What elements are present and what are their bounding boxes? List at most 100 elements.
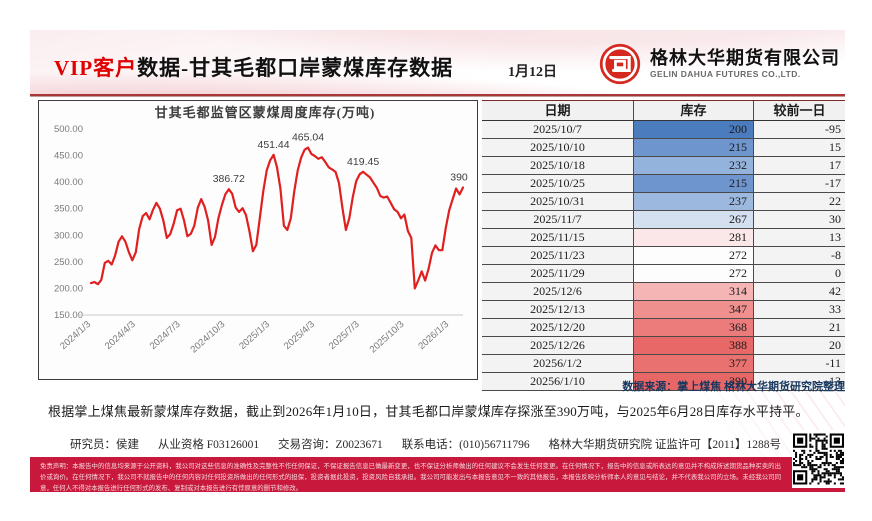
data-label: 465.04 <box>292 132 324 144</box>
cell-inventory: 215 <box>634 139 754 156</box>
cell-inventory: 390 <box>634 373 754 390</box>
cell-diff: 20 <box>754 337 845 354</box>
cell-date: 2025/11/15 <box>482 229 634 246</box>
x-axis-tick: 2025/4/3 <box>282 319 317 352</box>
title-rest: 数据-甘其毛都口岸蒙煤库存数据 <box>137 56 454 80</box>
cell-date: 2025/10/25 <box>482 175 634 192</box>
table-body: 2025/10/7 200 -95 2025/10/10 215 15 2025/10/18… <box>482 121 845 391</box>
cell-inventory: 281 <box>634 229 754 246</box>
y-axis-tick: 500.00 <box>54 124 83 135</box>
table-row: 2025/12/20 368 21 <box>482 319 845 337</box>
cell-inventory: 368 <box>634 319 754 336</box>
page-title: VIP客户数据-甘其毛都口岸蒙煤库存数据 <box>54 52 453 82</box>
cell-date: 20256/1/10 <box>482 373 634 390</box>
cell-inventory: 272 <box>634 265 754 282</box>
cell-diff: 17 <box>754 157 845 174</box>
cell-date: 2025/12/26 <box>482 337 634 354</box>
table-row: 2025/10/7 200 -95 <box>482 121 845 139</box>
cell-date: 2025/10/18 <box>482 157 634 174</box>
company-logo-icon <box>599 43 641 85</box>
table-header-inventory: 库存 <box>634 101 754 120</box>
company-name-block: 格林大华期货有限公司 GELIN DAHUA FUTURES CO.,LTD. <box>650 48 840 79</box>
table-row: 20256/1/10 390 13 <box>482 373 845 391</box>
table-row: 2025/12/13 347 33 <box>482 301 845 319</box>
cell-diff: -11 <box>754 355 845 372</box>
table-row: 2025/12/6 314 42 <box>482 283 845 301</box>
cell-diff: -95 <box>754 121 845 138</box>
phone: 联系电话：(010)56711796 <box>401 439 530 451</box>
cell-diff: -8 <box>754 247 845 264</box>
table-row: 2025/10/31 237 22 <box>482 193 845 211</box>
table-row: 20256/1/2 377 -11 <box>482 355 845 373</box>
x-axis-tick: 2024/7/3 <box>148 319 183 352</box>
footer-info: 研究员：侯建 从业资格 F03126001 交易咨询：Z0023671 联系电话… <box>70 436 790 452</box>
cell-date: 2025/11/29 <box>482 265 634 282</box>
cell-diff: 0 <box>754 265 845 282</box>
company-name-cn: 格林大华期货有限公司 <box>650 48 840 69</box>
cell-diff: 30 <box>754 211 845 228</box>
data-label: 386.72 <box>213 173 245 185</box>
title-highlight: VIP客户 <box>54 56 138 80</box>
inventory-table: 日期 库存 较前一日 2025/10/7 200 -95 2025/10/10 215 1… <box>482 100 845 391</box>
chart-title: 甘其毛都监管区蒙煤周度库存(万吨) <box>155 105 376 120</box>
table-row: 2025/11/7 267 30 <box>482 211 845 229</box>
table-row: 2025/10/18 232 17 <box>482 157 845 175</box>
header-divider <box>30 94 845 96</box>
report-slide: VIP客户数据-甘其毛都口岸蒙煤库存数据 1月12日 格林大华期货有限公司 GE… <box>30 30 845 492</box>
x-axis-tick: 2025/10/3 <box>368 319 407 355</box>
data-source-note: 数据来源：掌上煤焦 格林大华期货研究院整理 <box>622 381 845 393</box>
data-label: 419.45 <box>347 156 379 168</box>
table-row: 2025/11/29 272 0 <box>482 265 845 283</box>
summary-text: 根据掌上煤焦最新蒙煤库存数据，截止到2026年1月10日，甘其毛都口岸蒙煤库存探… <box>48 404 809 419</box>
cell-diff: 33 <box>754 301 845 318</box>
cell-diff: 13 <box>754 229 845 246</box>
inventory-line-chart: 甘其毛都监管区蒙煤周度库存(万吨) 500.00 450.00 400.00 350.0… <box>38 100 478 380</box>
institute-license: 格林大华期货研究院 证监许可【2011】1288号 <box>548 439 781 451</box>
cell-inventory: 388 <box>634 337 754 354</box>
table-header-date: 日期 <box>482 101 634 120</box>
cell-date: 2025/12/13 <box>482 301 634 318</box>
cell-inventory: 272 <box>634 247 754 264</box>
y-axis-tick: 200.00 <box>54 283 83 294</box>
cell-diff: 21 <box>754 319 845 336</box>
y-axis-tick: 400.00 <box>54 177 83 188</box>
cell-inventory: 314 <box>634 283 754 300</box>
consulting: 交易咨询：Z0023671 <box>278 439 383 451</box>
report-date: 1月12日 <box>508 65 557 80</box>
qr-code <box>792 430 845 488</box>
cell-diff: 42 <box>754 283 845 300</box>
company-name-en: GELIN DAHUA FUTURES CO.,LTD. <box>650 68 801 79</box>
cell-inventory: 237 <box>634 193 754 210</box>
y-axis-tick: 150.00 <box>54 310 83 321</box>
cell-date: 2025/10/10 <box>482 139 634 156</box>
table-row: 2025/11/15 281 13 <box>482 229 845 247</box>
table-header-row: 日期 库存 较前一日 <box>482 100 845 121</box>
cell-inventory: 267 <box>634 211 754 228</box>
x-axis-tick: 2024/1/3 <box>58 319 93 352</box>
table-row: 2025/12/26 388 20 <box>482 337 845 355</box>
cell-inventory: 232 <box>634 157 754 174</box>
company-logo: 格林大华期货有限公司 GELIN DAHUA FUTURES CO.,LTD. <box>598 42 840 86</box>
data-label: 390 <box>450 171 468 183</box>
cell-diff: 22 <box>754 193 845 210</box>
data-label: 451.44 <box>257 139 289 151</box>
cell-diff: 13 <box>754 373 845 390</box>
cell-date: 2025/10/31 <box>482 193 634 210</box>
table-header-diff: 较前一日 <box>754 101 845 120</box>
x-axis-tick: 2026/1/3 <box>416 319 451 352</box>
x-axis-tick: 2024/10/3 <box>189 319 228 355</box>
x-axis-tick: 2025/7/3 <box>327 319 362 352</box>
researcher: 研究员：侯建 <box>70 439 139 451</box>
y-axis-tick: 350.00 <box>54 204 83 215</box>
y-axis-tick: 450.00 <box>54 151 83 162</box>
y-axis-tick: 300.00 <box>54 230 83 241</box>
cell-inventory: 200 <box>634 121 754 138</box>
cell-inventory: 215 <box>634 175 754 192</box>
cell-date: 2025/12/6 <box>482 283 634 300</box>
cell-date: 2025/11/7 <box>482 211 634 228</box>
disclaimer-bar: 免责声明：本报告中的信息均来源于公开资料，我公司对这些信息的准确性及完整性不作任… <box>30 457 845 492</box>
qualification: 从业资格 F03126001 <box>157 439 260 451</box>
table-row: 2025/10/10 215 15 <box>482 139 845 157</box>
cell-date: 2025/11/23 <box>482 247 634 264</box>
cell-date: 2025/12/20 <box>482 319 634 336</box>
